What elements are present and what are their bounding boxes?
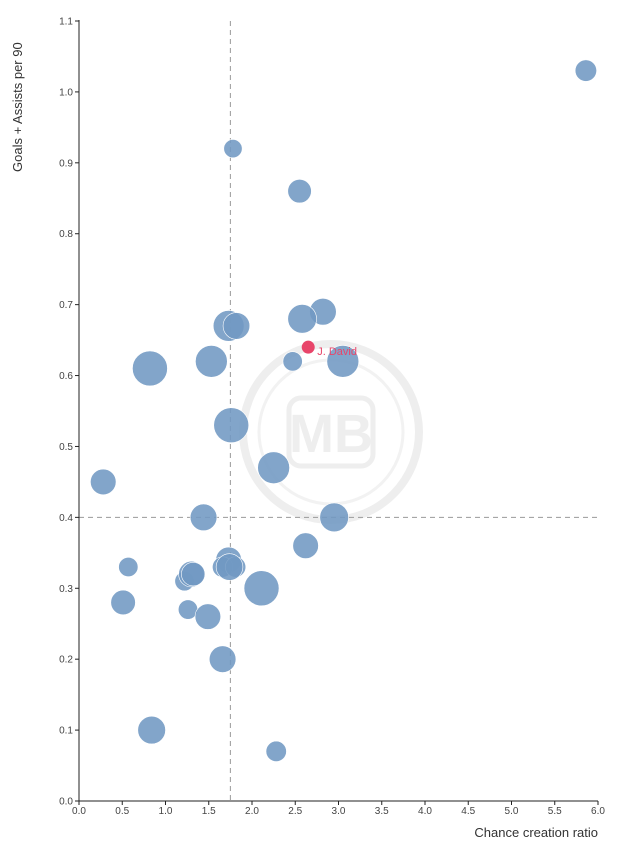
- data-point: [118, 556, 139, 578]
- data-points: [90, 59, 597, 762]
- y-tick-label: 0.5: [59, 442, 73, 453]
- highlighted-player: J. David: [301, 340, 357, 358]
- highlighted-point: [301, 340, 315, 354]
- y-tick-label: 0.2: [59, 655, 73, 666]
- y-tick-label: 0.8: [59, 229, 73, 240]
- data-point: [243, 570, 280, 607]
- watermark-badge: [286, 395, 376, 469]
- y-tick-label: 0.9: [59, 158, 73, 169]
- data-point: [257, 451, 290, 484]
- x-tick-label: 3.5: [375, 806, 389, 817]
- x-tick-label: 1.0: [159, 806, 173, 817]
- x-tick-label: 5.5: [548, 806, 562, 817]
- x-tick-label: 2.0: [245, 806, 259, 817]
- y-axis-title: Goals + Assists per 90: [10, 42, 25, 172]
- watermark-text: MB: [289, 404, 373, 464]
- y-tick-label: 0.0: [59, 797, 73, 808]
- y-tick-label: 0.4: [59, 513, 73, 524]
- x-tick-label: 4.5: [461, 806, 475, 817]
- x-axis-ticks: 0.0 0.5 1.0 1.5 2.0 2.5 3.0 3.5 4.0 4.5 5.0 5.5 6.0: [72, 801, 605, 817]
- data-point: [282, 351, 303, 372]
- data-point: [287, 179, 312, 204]
- data-point: [326, 345, 360, 378]
- data-point: [265, 740, 287, 762]
- data-point: [194, 603, 222, 630]
- highlighted-point-label: J. David: [317, 346, 357, 358]
- x-tick-label: 0.0: [72, 806, 86, 817]
- data-point: [90, 468, 117, 496]
- y-tick-label: 0.7: [59, 300, 73, 311]
- x-tick-label: 6.0: [591, 806, 605, 817]
- y-tick-label: 0.3: [59, 584, 73, 595]
- x-tick-label: 3.0: [332, 806, 346, 817]
- x-tick-label: 0.5: [115, 806, 129, 817]
- data-point: [574, 59, 597, 82]
- data-point: [215, 553, 244, 581]
- data-point: [181, 561, 206, 587]
- data-point: [287, 304, 317, 334]
- y-axis-ticks: 0.0 0.1 0.2 0.3 0.4 0.5 0.6 0.7 0.8 0.9 1.0 1.1: [59, 17, 79, 808]
- data-point: [110, 589, 136, 616]
- y-tick-label: 1.1: [59, 17, 73, 28]
- y-tick-label: 1.0: [59, 87, 73, 98]
- x-tick-label: 2.5: [288, 806, 302, 817]
- data-point: [189, 503, 218, 532]
- x-tick-label: 5.0: [505, 806, 519, 817]
- data-point: [213, 407, 250, 444]
- data-point: [208, 645, 237, 673]
- x-axis-title: Chance creation ratio: [474, 825, 598, 840]
- x-tick-label: 4.0: [418, 806, 432, 817]
- x-tick-label: 1.5: [202, 806, 216, 817]
- data-point: [223, 139, 243, 159]
- data-point: [137, 715, 166, 745]
- data-point: [292, 532, 319, 559]
- y-tick-label: 0.1: [59, 726, 73, 737]
- y-tick-label: 0.6: [59, 371, 73, 382]
- data-point: [195, 345, 228, 378]
- data-point: [222, 312, 251, 340]
- data-point: [319, 502, 349, 533]
- data-point: [132, 350, 168, 387]
